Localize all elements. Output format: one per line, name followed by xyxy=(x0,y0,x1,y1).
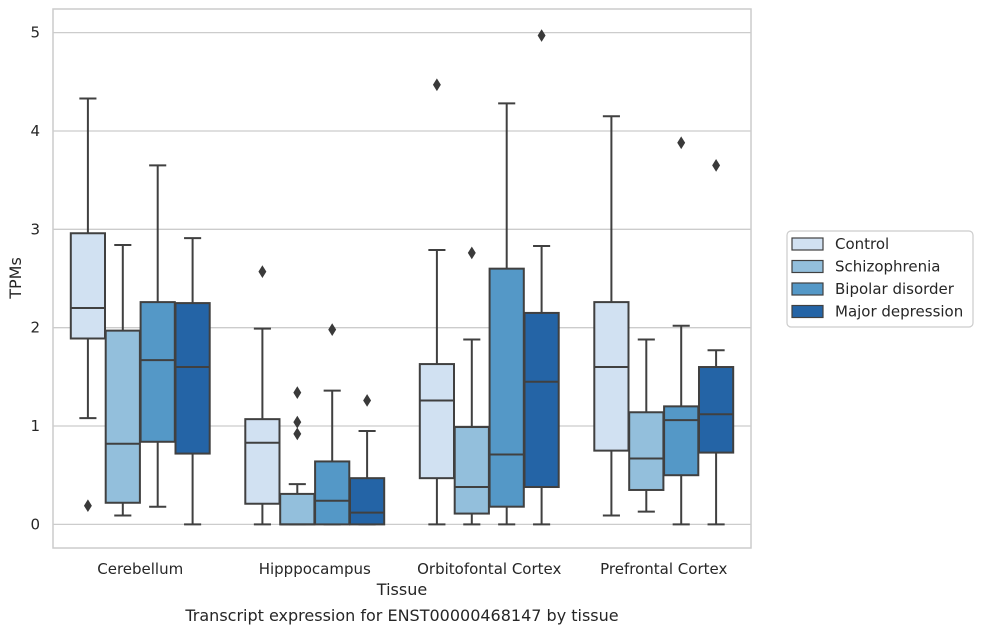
box-iqr xyxy=(418,363,456,480)
x-tick-label: Orbitofontal Cortex xyxy=(417,560,561,578)
box-iqr xyxy=(69,232,107,340)
x-tick-label: Hipppocampus xyxy=(259,560,371,578)
box-iqr xyxy=(244,418,281,505)
y-axis-label: TPMs xyxy=(6,257,25,300)
box-iqr xyxy=(663,405,700,477)
outlier-point xyxy=(293,386,302,399)
legend-label: Major depression xyxy=(835,303,963,321)
outlier-point xyxy=(363,394,372,407)
box-groups xyxy=(69,29,735,526)
box-bipolar-disorder xyxy=(314,323,351,526)
box-iqr xyxy=(488,267,525,508)
plot-frame xyxy=(52,8,752,549)
legend-label: Bipolar disorder xyxy=(835,280,955,298)
legend-frame xyxy=(786,230,974,328)
outlier-point xyxy=(537,29,546,42)
box-major-depression xyxy=(348,394,386,526)
box-control xyxy=(244,265,281,526)
box-iqr xyxy=(593,301,630,452)
box-major-depression xyxy=(174,237,211,526)
box-control xyxy=(69,97,107,513)
outlier-point xyxy=(293,415,302,429)
legend-swatch xyxy=(791,259,824,274)
y-tick-label: 4 xyxy=(30,122,40,140)
outlier-point xyxy=(293,427,302,441)
chart-caption: Transcript expression for ENST0000046814… xyxy=(184,606,618,625)
box-schizophrenia xyxy=(628,338,665,513)
outlier-point xyxy=(677,136,686,150)
box-iqr xyxy=(348,477,386,526)
legend: Control Schizophrenia Bipolar disorder Majo… xyxy=(786,230,974,328)
y-tick-label: 0 xyxy=(30,515,40,533)
box-control xyxy=(418,78,456,526)
outlier-point xyxy=(83,499,92,513)
box-iqr xyxy=(523,311,560,489)
legend-swatch xyxy=(791,237,824,251)
box-schizophrenia xyxy=(279,386,316,526)
outlier-point xyxy=(712,159,721,172)
box-iqr xyxy=(697,366,735,454)
box-bipolar-disorder xyxy=(139,164,176,508)
box-iqr xyxy=(174,302,211,455)
box-iqr xyxy=(104,329,141,504)
legend-swatch xyxy=(791,282,824,296)
y-tick-label: 3 xyxy=(30,220,40,238)
box-bipolar-disorder xyxy=(488,102,525,526)
legend-swatch xyxy=(791,304,824,319)
x-axis-label: Tissue xyxy=(376,580,427,599)
box-control xyxy=(593,115,630,517)
x-tick-label: Cerebellum xyxy=(97,560,183,578)
outlier-point xyxy=(467,246,476,260)
y-tick-label: 5 xyxy=(30,24,40,42)
box-iqr xyxy=(453,426,490,515)
y-tick-label: 2 xyxy=(30,319,40,337)
box-iqr xyxy=(628,411,665,491)
box-iqr xyxy=(139,301,176,443)
box-iqr xyxy=(279,492,316,526)
box-iqr xyxy=(314,460,351,526)
box-schizophrenia xyxy=(453,246,490,526)
box-major-depression xyxy=(697,159,735,526)
legend-label: Control xyxy=(835,235,889,253)
y-tick-label: 1 xyxy=(30,417,40,435)
legend-label: Schizophrenia xyxy=(835,258,940,276)
axes: 0 1 2 3 4 5 Cerebellum Hipppocampus Orbitofontal… xyxy=(30,8,752,578)
box-major-depression xyxy=(523,29,560,526)
outlier-point xyxy=(258,265,267,278)
x-tick-label: Prefrontal Cortex xyxy=(600,560,727,578)
box-schizophrenia xyxy=(104,244,141,517)
outlier-point xyxy=(328,323,337,336)
box-bipolar-disorder xyxy=(663,136,700,526)
outlier-point xyxy=(432,78,441,92)
